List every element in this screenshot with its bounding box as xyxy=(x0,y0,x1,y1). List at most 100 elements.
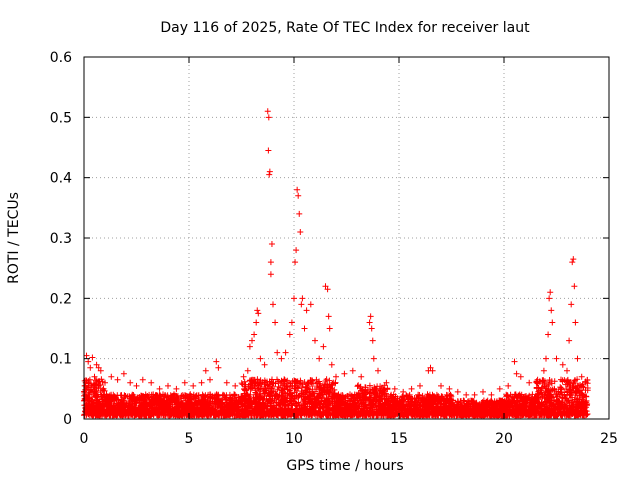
data-point xyxy=(463,391,470,398)
data-point xyxy=(383,379,390,386)
y-tick-label: 0.6 xyxy=(50,50,72,66)
data-point xyxy=(268,241,275,248)
data-point xyxy=(316,355,323,362)
data-point xyxy=(215,364,222,371)
data-point xyxy=(286,331,293,338)
data-point xyxy=(89,354,96,361)
data-point xyxy=(391,385,398,392)
data-point xyxy=(427,364,434,371)
data-point xyxy=(232,382,239,389)
x-tick-label: 20 xyxy=(495,431,513,447)
axis-ticks: 0 5 10 15 20 25 0 0.1 0.2 0.3 0.4 0.5 0.6 xyxy=(50,50,618,447)
data-point xyxy=(95,364,102,371)
data-point xyxy=(173,385,180,392)
data-point xyxy=(120,370,127,377)
x-tick-label: 0 xyxy=(80,431,89,447)
data-point xyxy=(326,325,333,332)
data-point xyxy=(299,295,306,302)
data-point xyxy=(545,331,552,338)
data-point xyxy=(251,331,258,338)
x-tick-label: 5 xyxy=(185,431,194,447)
data-point xyxy=(367,313,374,320)
data-point xyxy=(254,307,261,314)
data-point xyxy=(190,382,197,389)
data-point xyxy=(295,192,302,199)
data-point xyxy=(446,385,453,392)
data-point xyxy=(417,382,423,389)
grid xyxy=(84,57,609,419)
data-point xyxy=(570,256,577,263)
data-point xyxy=(257,355,264,362)
data-point xyxy=(294,186,301,193)
data-point xyxy=(244,367,251,374)
x-tick-label: 10 xyxy=(285,431,303,447)
data-point xyxy=(370,355,377,362)
data-point xyxy=(301,325,308,332)
data-point xyxy=(568,301,575,308)
data-point xyxy=(333,373,339,380)
data-point xyxy=(102,379,108,386)
data-point xyxy=(272,319,279,326)
data-point xyxy=(526,379,533,386)
data-point xyxy=(488,391,495,398)
data-point xyxy=(93,361,100,368)
data-point xyxy=(349,367,356,374)
data-point xyxy=(246,343,253,350)
data-point xyxy=(198,379,205,386)
data-point xyxy=(303,307,310,314)
data-point xyxy=(249,337,255,344)
data-point xyxy=(83,352,90,359)
data-point xyxy=(543,355,549,362)
data-point xyxy=(108,373,115,380)
data-point xyxy=(429,367,436,374)
data-point xyxy=(97,367,104,374)
data-point xyxy=(534,376,541,383)
data-points xyxy=(81,108,591,419)
data-point xyxy=(322,283,329,290)
data-point xyxy=(325,313,332,320)
data-point xyxy=(270,301,276,308)
data-point xyxy=(267,271,274,278)
y-tick-label: 0.5 xyxy=(50,110,72,126)
data-point xyxy=(471,391,478,398)
data-point xyxy=(296,210,303,217)
data-point xyxy=(559,361,566,368)
data-point xyxy=(480,388,486,395)
data-point xyxy=(264,108,271,115)
data-point xyxy=(341,370,348,377)
data-point xyxy=(148,379,155,386)
data-point xyxy=(292,259,299,266)
data-point xyxy=(320,343,327,350)
x-tick-label: 15 xyxy=(390,431,408,447)
data-point xyxy=(81,382,88,389)
data-point xyxy=(297,228,304,235)
data-point xyxy=(207,376,213,383)
data-point xyxy=(274,349,281,356)
data-point xyxy=(85,358,92,365)
data-point xyxy=(240,373,247,380)
data-point xyxy=(438,382,444,389)
data-point xyxy=(139,376,146,383)
data-point xyxy=(546,295,553,302)
data-point xyxy=(454,388,461,395)
data-point-band xyxy=(81,376,591,419)
data-point xyxy=(324,286,331,293)
data-point xyxy=(566,337,573,344)
data-point xyxy=(569,259,576,266)
data-point xyxy=(578,373,585,380)
data-point xyxy=(267,259,274,266)
data-point xyxy=(511,358,518,365)
data-point xyxy=(564,367,570,374)
y-tick-label: 0.1 xyxy=(50,352,72,368)
data-point xyxy=(513,370,520,377)
data-point xyxy=(366,319,373,326)
data-point xyxy=(223,379,230,386)
data-point xyxy=(540,367,547,374)
x-tick-label: 25 xyxy=(600,431,618,447)
data-point xyxy=(91,373,98,380)
data-point xyxy=(291,295,297,302)
data-point xyxy=(369,337,376,344)
data-point xyxy=(375,367,381,374)
data-point xyxy=(255,310,262,317)
data-point xyxy=(114,376,121,383)
